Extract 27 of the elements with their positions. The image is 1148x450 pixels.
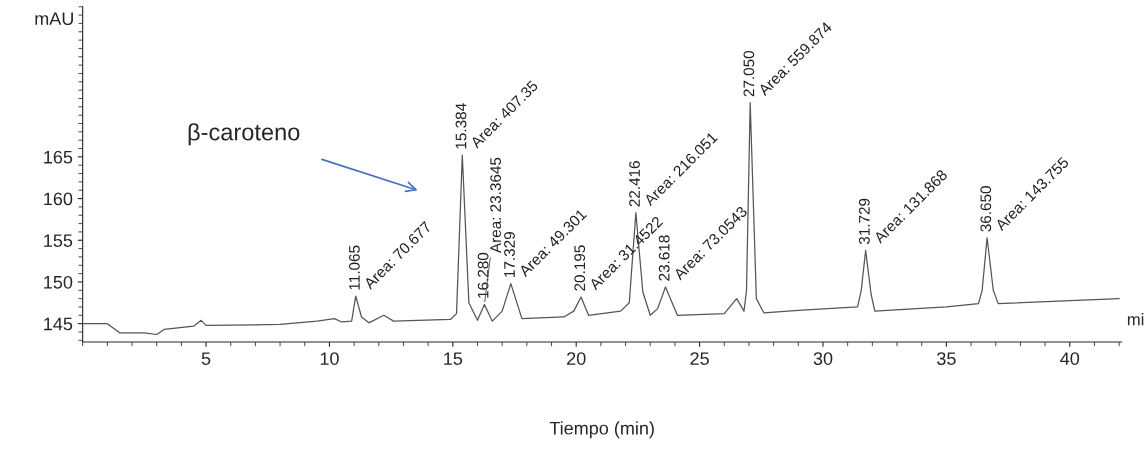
y-tick-label: 165 [44,150,73,164]
annotation: 15.384 [455,103,467,149]
annotation: 22.416 [629,161,640,207]
annotation: 16.280 [477,252,489,298]
x-tick-label: 20 [567,352,586,365]
y-tick-label: 150 [44,275,73,289]
y-tick-label: 160 [44,192,73,206]
annotation: 36.650 [980,186,992,232]
text: mi [1127,313,1144,326]
x-tick-label: 30 [813,352,833,365]
x-axis-title: Tiempo (min) [549,421,654,439]
x-tick-label: 40 [1060,352,1080,365]
annotation: β-caroteno [188,123,300,146]
annotation: Area: 23.3645 [490,157,502,254]
annotation: 27.050 [743,50,755,97]
x-tick-label: 25 [690,352,709,365]
x-tick-label: 10 [320,352,339,365]
annotation: 17.329 [504,232,515,277]
x-tick-label: 35 [937,352,956,365]
annotation: 11.065 [349,245,360,290]
x-tick-label: 15 [444,352,463,365]
y-axis-title: mAU [35,12,73,26]
x-tick-label: 5 [201,352,211,365]
y-tick-label: 155 [44,234,73,247]
annotation: 31.729 [858,198,870,245]
annotation: 20.195 [574,245,586,291]
y-tick-label: 145 [44,317,73,331]
